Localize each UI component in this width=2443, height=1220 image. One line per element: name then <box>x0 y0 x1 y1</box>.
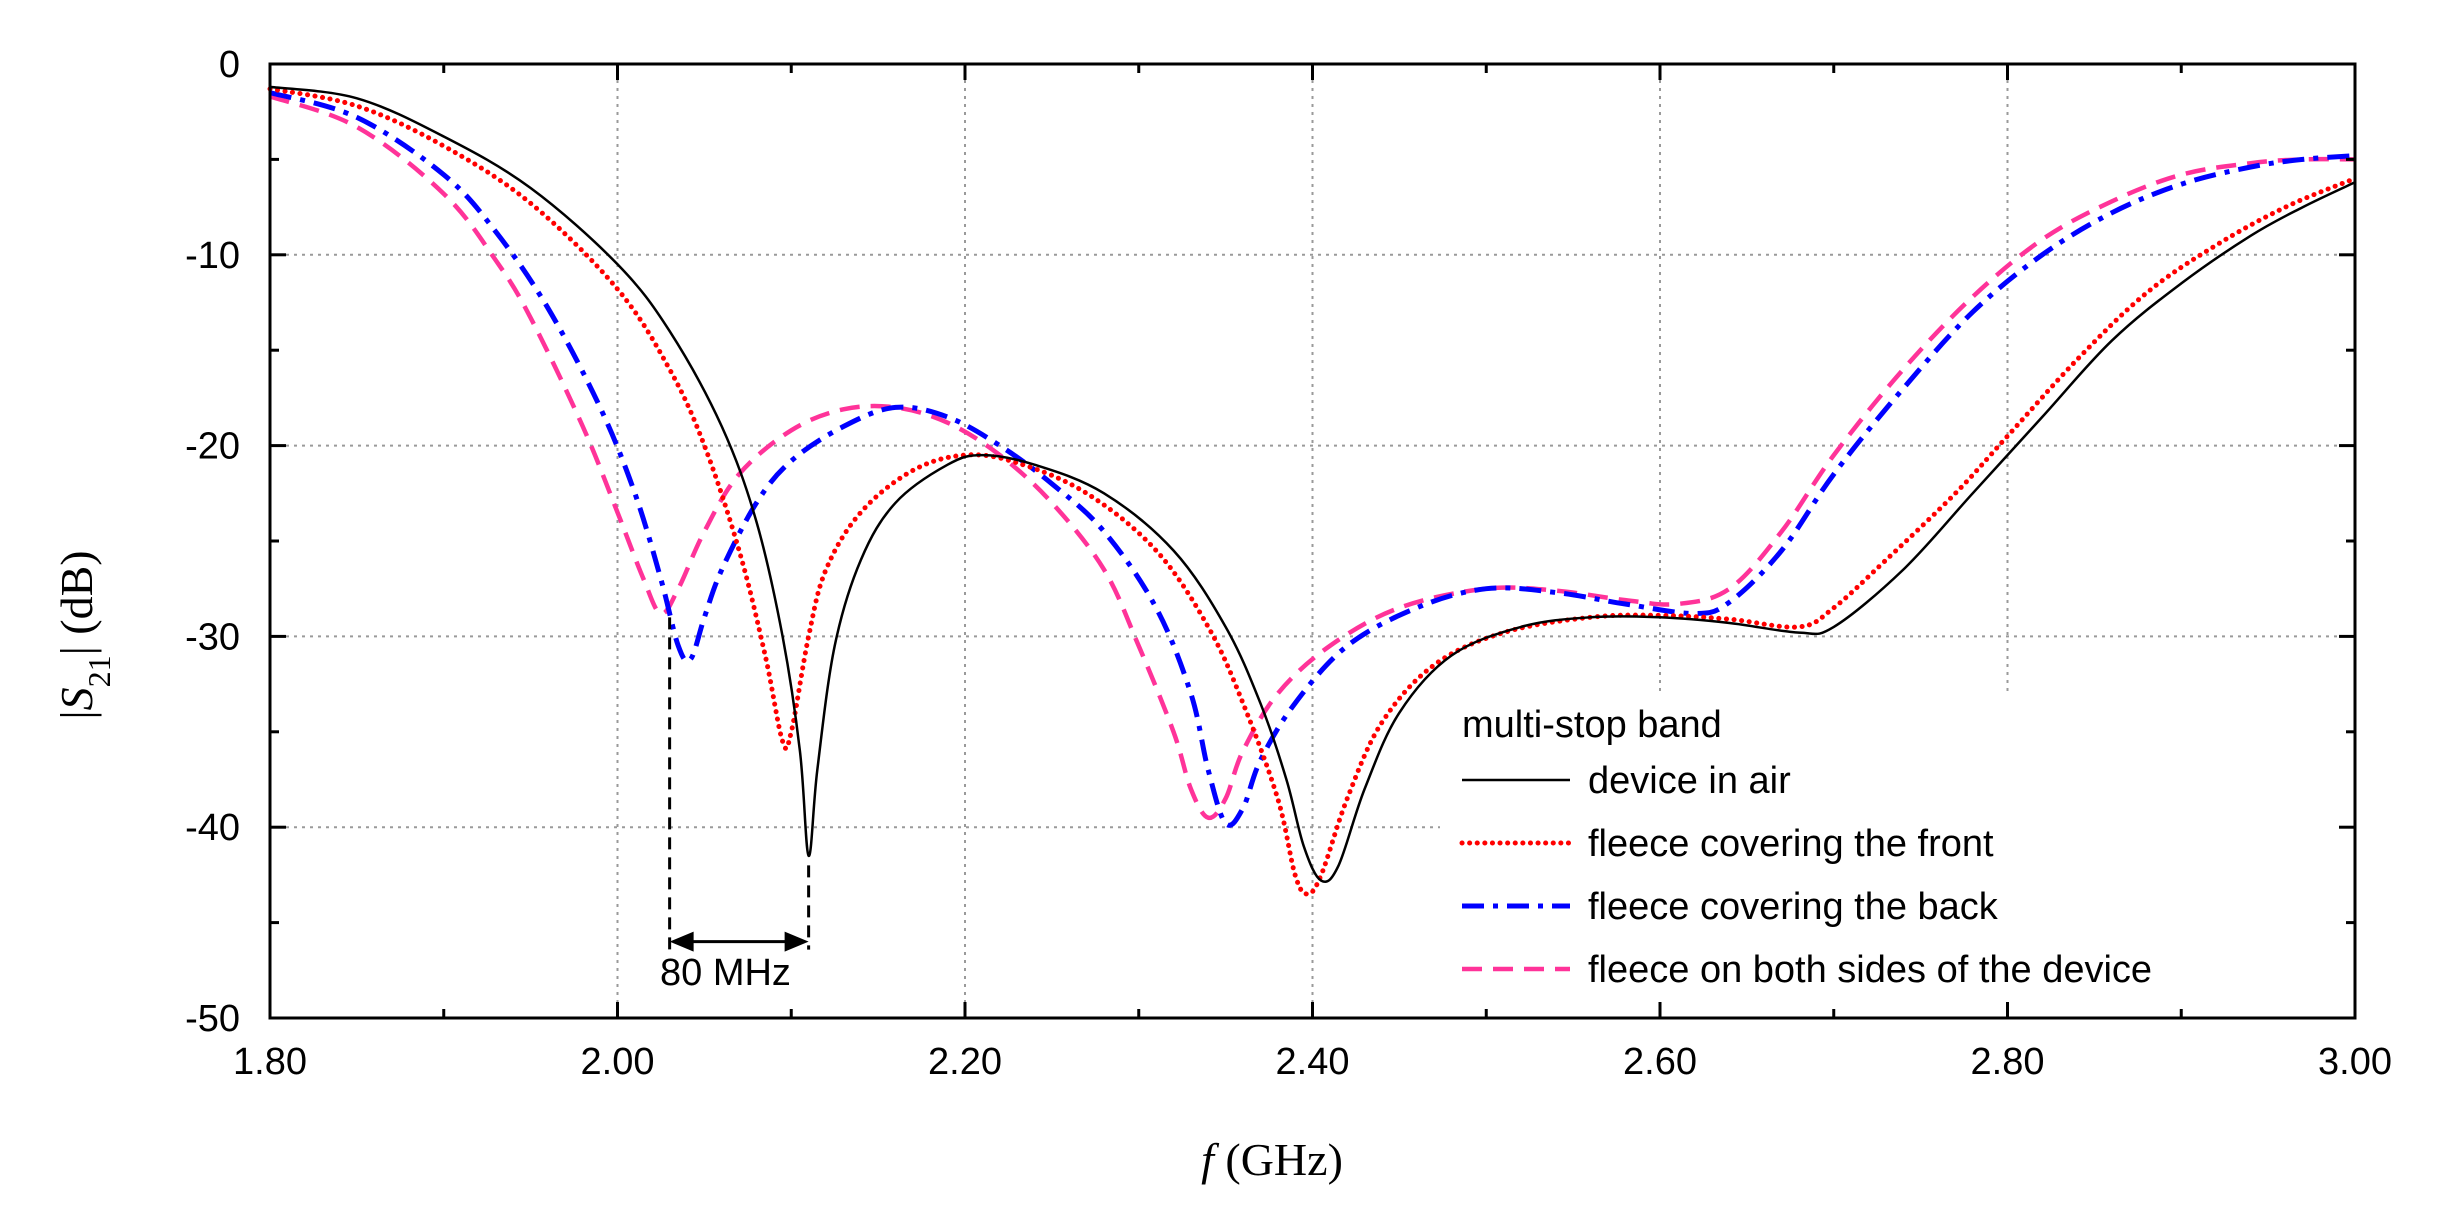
annotation-arrowhead-right <box>784 931 809 952</box>
x-tick-label: 2.80 <box>1971 1041 2045 1083</box>
legend-label-4: fleece on both sides of the device <box>1588 949 2152 991</box>
y-axis-title: |S21| (dB) <box>51 550 117 719</box>
legend-mask <box>1440 692 2340 1002</box>
y-tick-label: -20 <box>185 426 240 468</box>
x-tick-label: 2.40 <box>1276 1041 1350 1083</box>
series-line-1 <box>269 85 2356 884</box>
y-tick-label: -10 <box>185 235 240 277</box>
y-tick-label: -30 <box>185 616 240 658</box>
x-tick-label: 2.00 <box>581 1041 655 1083</box>
legend-label-2: fleece covering the front <box>1588 823 1994 865</box>
y-tick-label: 0 <box>219 44 240 86</box>
axis-ticks: 1.80 2.00 2.20 2.40 2.60 2.80 3.00 0 -10 -20 -30 -4… <box>185 44 2392 1083</box>
x-tick-label: 2.60 <box>1623 1041 1697 1083</box>
annotation-label: 80 MHz <box>660 952 791 994</box>
legend: multi-stop band device in air fleece cove… <box>1440 692 2340 1002</box>
y-tick-label: -40 <box>185 807 240 849</box>
y-tick-label: -50 <box>185 998 240 1040</box>
x-tick-label: 1.80 <box>233 1041 307 1083</box>
series-layer <box>267 85 2358 897</box>
annotation-arrowhead-left <box>669 931 694 952</box>
bandwidth-annotation: 80 MHz <box>660 617 811 994</box>
series-line-4 <box>269 94 2356 821</box>
x-axis-title: f (GHz) <box>1201 1134 1343 1185</box>
x-tick-label: 3.00 <box>2318 1041 2392 1083</box>
series-line-3 <box>269 90 2356 828</box>
legend-label-3: fleece covering the back <box>1588 886 1999 928</box>
legend-label-1: device in air <box>1588 760 1791 802</box>
x-tick-label: 2.20 <box>928 1041 1002 1083</box>
series-line-2 <box>267 86 2358 897</box>
legend-title: multi-stop band <box>1462 704 1722 746</box>
